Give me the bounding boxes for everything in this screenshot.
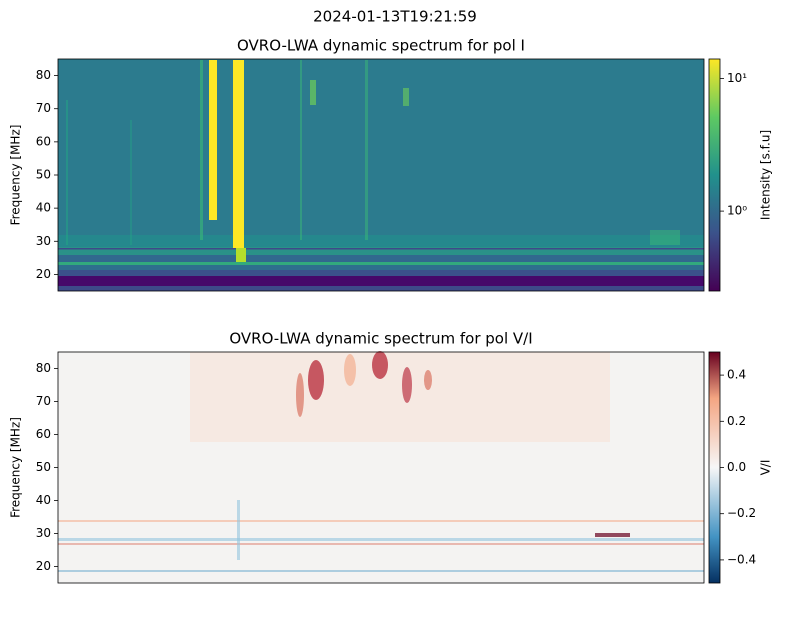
y-axis-label: Frequency [MHz] [9,125,23,226]
figure-title: 2024-01-13T19:21:59 [313,8,477,26]
colorbar-label: V/I [759,460,773,476]
y-axis-label: Frequency [MHz] [9,417,23,518]
colorbar [708,58,721,292]
y-tick-label: 40 [36,201,51,215]
y-tick-label: 30 [36,234,51,248]
y-tick-label: 60 [36,134,51,148]
y-tick-label: 50 [36,460,51,474]
colorbar-tick-label: 0.4 [727,368,746,382]
y-tick-label: 20 [36,559,51,573]
spectrum-image [58,351,704,583]
colorbar-tick-label: −0.4 [727,552,756,566]
y-tick-label: 50 [36,168,51,182]
y-tick-label: 80 [36,68,51,82]
colorbar-tick-label: 10¹ [727,71,747,85]
colorbar-tick-label: −0.2 [727,506,756,520]
spectrum-image [58,59,704,291]
chart-title: OVRO-LWA dynamic spectrum for pol I [237,37,525,55]
chart-title: OVRO-LWA dynamic spectrum for pol V/I [229,330,532,348]
y-tick-label: 70 [36,394,51,408]
colorbar-tick-label: 10⁰ [727,204,747,218]
y-tick-label: 40 [36,493,51,507]
y-tick-label: 80 [36,361,51,375]
y-tick-label: 30 [36,526,51,540]
colorbar [708,351,721,584]
y-tick-label: 60 [36,427,51,441]
colorbar-tick-label: 0.2 [727,414,746,428]
y-tick-label: 20 [36,267,51,281]
colorbar-tick-label: 0.0 [727,460,746,474]
y-tick-label: 70 [36,101,51,115]
colorbar-label: Intensity [s.f.u] [759,130,773,220]
